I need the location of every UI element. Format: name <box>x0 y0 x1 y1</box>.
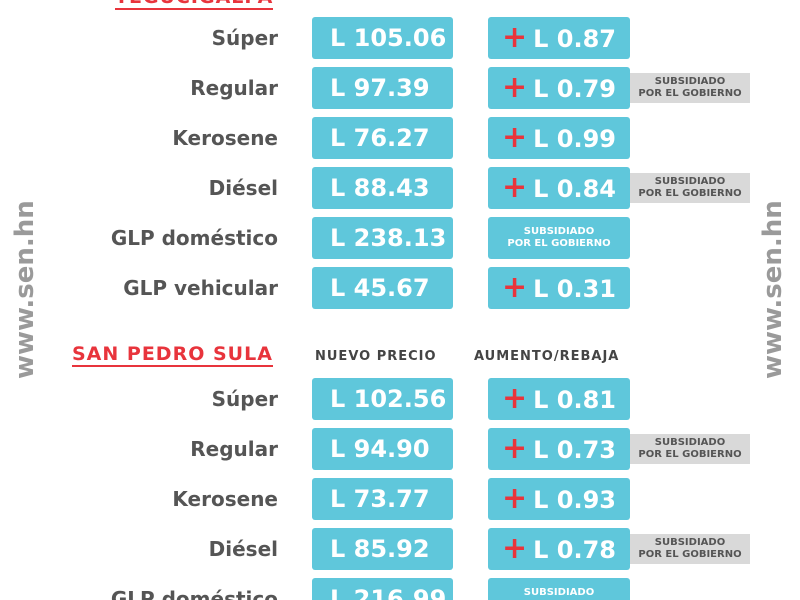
fuel-name: Diésel <box>208 176 278 200</box>
change-amount: L 0.31 <box>533 275 616 303</box>
change-sign: + <box>501 531 528 566</box>
subsidy-line: SUBSIDIADO <box>654 176 726 187</box>
subsidy-line: SUBSIDIADO <box>654 76 726 87</box>
header-price: NUEVO PRECIO <box>315 349 437 364</box>
fuel-name: GLP doméstico <box>110 226 278 250</box>
change-amount: L 0.93 <box>533 486 616 514</box>
fuel-name: Regular <box>190 437 278 461</box>
fuel-name: Kerosene <box>172 487 278 511</box>
price-box: L 105.06 <box>312 17 453 59</box>
price-box: L 216.99 <box>312 578 453 600</box>
change-amount: L 0.81 <box>533 386 616 414</box>
section-title: SAN PEDRO SULA <box>72 343 273 367</box>
change-sign: + <box>501 120 528 155</box>
fuel-name: Súper <box>211 26 278 50</box>
subsidy-line: SUBSIDIADO <box>523 226 595 237</box>
subsidy-line: POR EL GOBIERNO <box>638 88 742 99</box>
subsidy-line: POR EL GOBIERNO <box>638 449 742 460</box>
change-sign: + <box>501 20 528 55</box>
subsidy-line: POR EL GOBIERNO <box>638 188 742 199</box>
fuel-name: Regular <box>190 76 278 100</box>
section-title: TEGUCIGALPA <box>115 0 274 10</box>
change-box: + L 0.79 <box>488 67 630 109</box>
change-sign: + <box>501 481 528 516</box>
price-box: L 85.92 <box>312 528 453 570</box>
change-sign: + <box>501 170 528 205</box>
change-amount: L 0.78 <box>533 536 616 564</box>
fuel-name: Súper <box>211 387 278 411</box>
fuel-name: Diésel <box>208 537 278 561</box>
subsidy-line: POR EL GOBIERNO <box>507 238 611 249</box>
price-box: L 238.13 <box>312 217 453 259</box>
change-box: + L 0.31 <box>488 267 630 309</box>
price-box: L 102.56 <box>312 378 453 420</box>
change-box: + L 0.81 <box>488 378 630 420</box>
change-amount: L 0.79 <box>533 75 616 103</box>
price-box: L 88.43 <box>312 167 453 209</box>
side-url: www.sen.hn <box>758 200 788 379</box>
change-amount: L 0.99 <box>533 125 616 153</box>
subsidy-line: SUBSIDIADO <box>654 537 726 548</box>
fuel-name: GLP vehicular <box>123 276 278 300</box>
subsidy-line: SUBSIDIADO <box>654 437 726 448</box>
price-box: L 76.27 <box>312 117 453 159</box>
change-amount: L 0.73 <box>533 436 616 464</box>
change-box: + L 0.84 <box>488 167 630 209</box>
change-box: + L 0.99 <box>488 117 630 159</box>
change-amount: L 0.84 <box>533 175 616 203</box>
price-box: L 45.67 <box>312 267 453 309</box>
change-box: + L 0.87 <box>488 17 630 59</box>
change-sign: + <box>501 270 528 305</box>
change-box: + L 0.93 <box>488 478 630 520</box>
subsidy-line: POR EL GOBIERNO <box>638 549 742 560</box>
change-sign: + <box>501 381 528 416</box>
fuel-name: Kerosene <box>172 126 278 150</box>
subsidy-line: SUBSIDIADO <box>523 587 595 598</box>
header-change: AUMENTO/REBAJA <box>474 349 620 364</box>
price-box: L 97.39 <box>312 67 453 109</box>
fuel-name: GLP doméstico <box>110 587 278 600</box>
change-sign: + <box>501 431 528 466</box>
price-box: L 73.77 <box>312 478 453 520</box>
price-box: L 94.90 <box>312 428 453 470</box>
change-box: + L 0.73 <box>488 428 630 470</box>
change-sign: + <box>501 70 528 105</box>
change-amount: L 0.87 <box>533 25 616 53</box>
change-box: + L 0.78 <box>488 528 630 570</box>
